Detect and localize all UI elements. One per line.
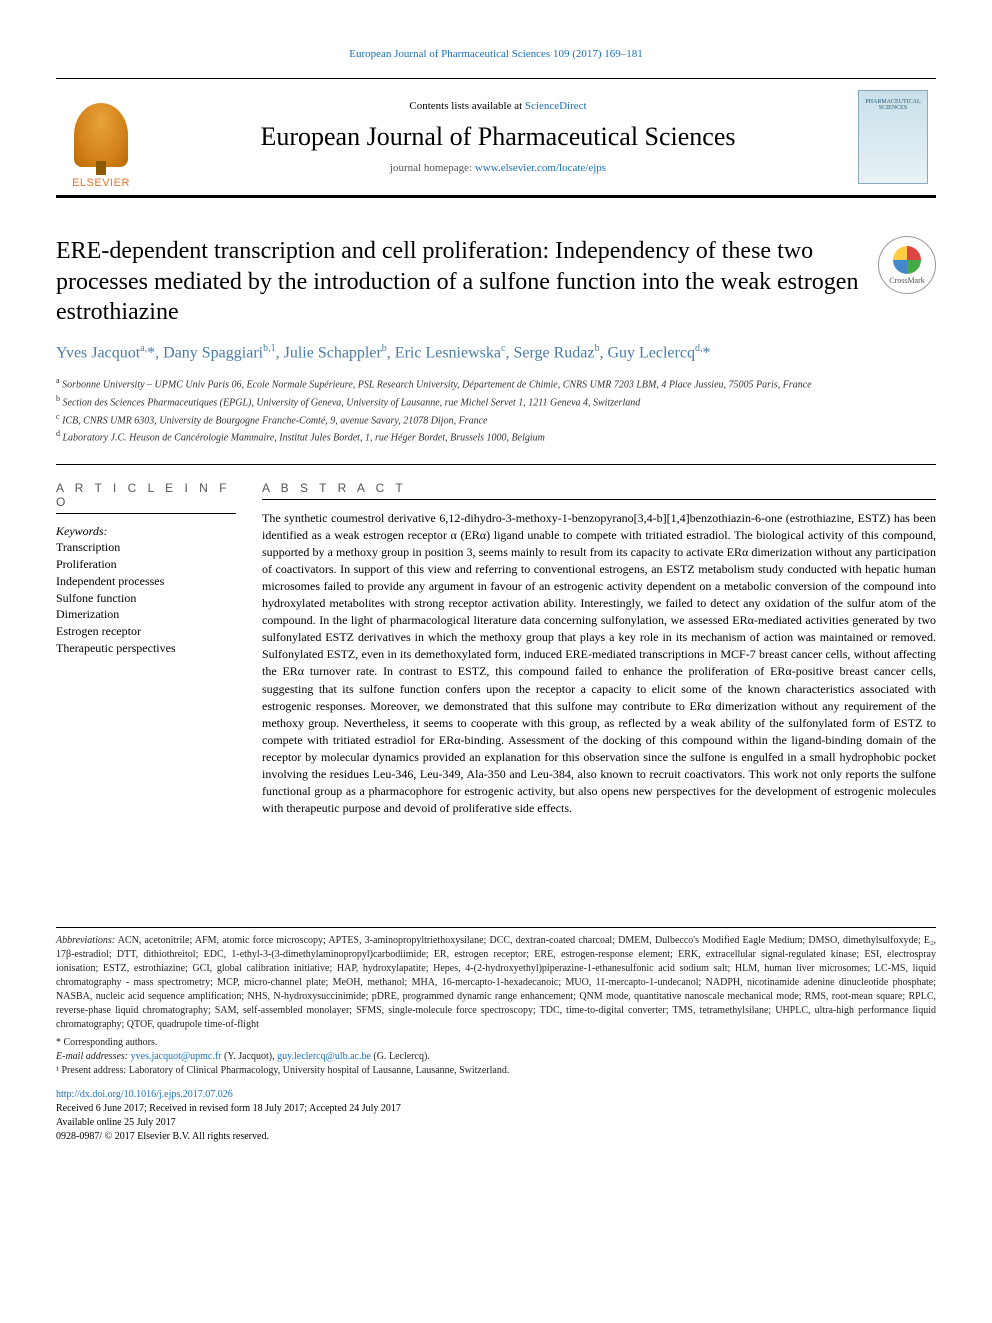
email-line: E-mail addresses: yves.jacquot@upmc.fr (… — [56, 1050, 936, 1064]
journal-name: European Journal of Pharmaceutical Scien… — [146, 122, 850, 152]
author-list: Yves Jacquota,*, Dany Spaggiarib,1, Juli… — [56, 342, 936, 365]
footnotes-block: Abbreviations: ACN, acetonitrile; AFM, a… — [56, 927, 936, 1078]
contents-available-line: Contents lists available at ScienceDirec… — [146, 100, 850, 112]
present-address-note: ¹ Present address: Laboratory of Clinica… — [56, 1064, 936, 1078]
contents-prefix: Contents lists available at — [409, 100, 524, 112]
available-online: Available online 25 July 2017 — [56, 1116, 936, 1130]
corresponding-note: * Corresponding authors. — [56, 1036, 936, 1050]
abstract-heading: A B S T R A C T — [262, 481, 936, 495]
abbreviations: Abbreviations: ACN, acetonitrile; AFM, a… — [56, 934, 936, 1032]
keywords-label: Keywords: — [56, 524, 236, 539]
article-info-heading: A R T I C L E I N F O — [56, 481, 236, 509]
journal-homepage-link[interactable]: www.elsevier.com/locate/ejps — [475, 162, 606, 174]
crossmark-label: CrossMark — [889, 276, 925, 285]
journal-homepage-line: journal homepage: www.elsevier.com/locat… — [146, 162, 850, 174]
keyword-item: Independent processes — [56, 573, 236, 590]
keyword-item: Proliferation — [56, 556, 236, 573]
abstract-rule — [262, 499, 936, 500]
running-header: European Journal of Pharmaceutical Scien… — [56, 48, 936, 60]
abstract-column: A B S T R A C T The synthetic coumestrol… — [262, 481, 936, 817]
abbrev-label: Abbreviations: — [56, 935, 115, 946]
footer-meta: http://dx.doi.org/10.1016/j.ejps.2017.07… — [56, 1088, 936, 1144]
crossmark-icon — [893, 246, 921, 274]
cover-label-2: SCIENCES — [879, 105, 907, 111]
journal-header: ELSEVIER Contents lists available at Sci… — [56, 78, 936, 198]
journal-cover-thumbnail: PHARMACEUTICAL SCIENCES — [858, 90, 928, 184]
keyword-item: Therapeutic perspectives — [56, 640, 236, 657]
keyword-item: Transcription — [56, 539, 236, 556]
email-name-2: (G. Leclercq). — [371, 1051, 430, 1062]
affiliation-list: a Sorbonne University – UPMC Univ Paris … — [56, 375, 936, 446]
affiliation-item: c ICB, CNRS UMR 6303, University de Bour… — [56, 411, 936, 429]
email-name-1: (Y. Jacquot), — [221, 1051, 277, 1062]
journal-cover: PHARMACEUTICAL SCIENCES — [850, 79, 936, 195]
abstract-text: The synthetic coumestrol derivative 6,12… — [262, 510, 936, 817]
affiliation-item: b Section des Sciences Pharmaceutiques (… — [56, 393, 936, 411]
email-link-2[interactable]: guy.leclercq@ulb.ac.be — [277, 1051, 371, 1062]
affiliation-item: d Laboratory J.C. Heuson de Cancérologie… — [56, 428, 936, 446]
keyword-item: Sulfone function — [56, 590, 236, 607]
sciencedirect-link[interactable]: ScienceDirect — [525, 100, 587, 112]
copyright-line: 0928-0987/ © 2017 Elsevier B.V. All righ… — [56, 1130, 936, 1144]
crossmark-badge[interactable]: CrossMark — [878, 236, 936, 294]
email-label: E-mail addresses: — [56, 1051, 131, 1062]
section-divider — [56, 464, 936, 465]
keywords-list: TranscriptionProliferationIndependent pr… — [56, 539, 236, 657]
article-title: ERE-dependent transcription and cell pro… — [56, 236, 862, 328]
article-history: Received 6 June 2017; Received in revise… — [56, 1102, 936, 1116]
elsevier-tree-icon — [74, 103, 128, 167]
article-info-rule — [56, 513, 236, 514]
publisher-name: ELSEVIER — [72, 177, 130, 189]
abbrev-text: ACN, acetonitrile; AFM, atomic force mic… — [56, 935, 936, 1030]
article-info-column: A R T I C L E I N F O Keywords: Transcri… — [56, 481, 262, 817]
affiliation-item: a Sorbonne University – UPMC Univ Paris … — [56, 375, 936, 393]
doi-link[interactable]: http://dx.doi.org/10.1016/j.ejps.2017.07… — [56, 1089, 233, 1100]
publisher-logo: ELSEVIER — [56, 79, 146, 195]
keyword-item: Dimerization — [56, 606, 236, 623]
homepage-prefix: journal homepage: — [390, 162, 475, 174]
email-link-1[interactable]: yves.jacquot@upmc.fr — [131, 1051, 222, 1062]
keyword-item: Estrogen receptor — [56, 623, 236, 640]
